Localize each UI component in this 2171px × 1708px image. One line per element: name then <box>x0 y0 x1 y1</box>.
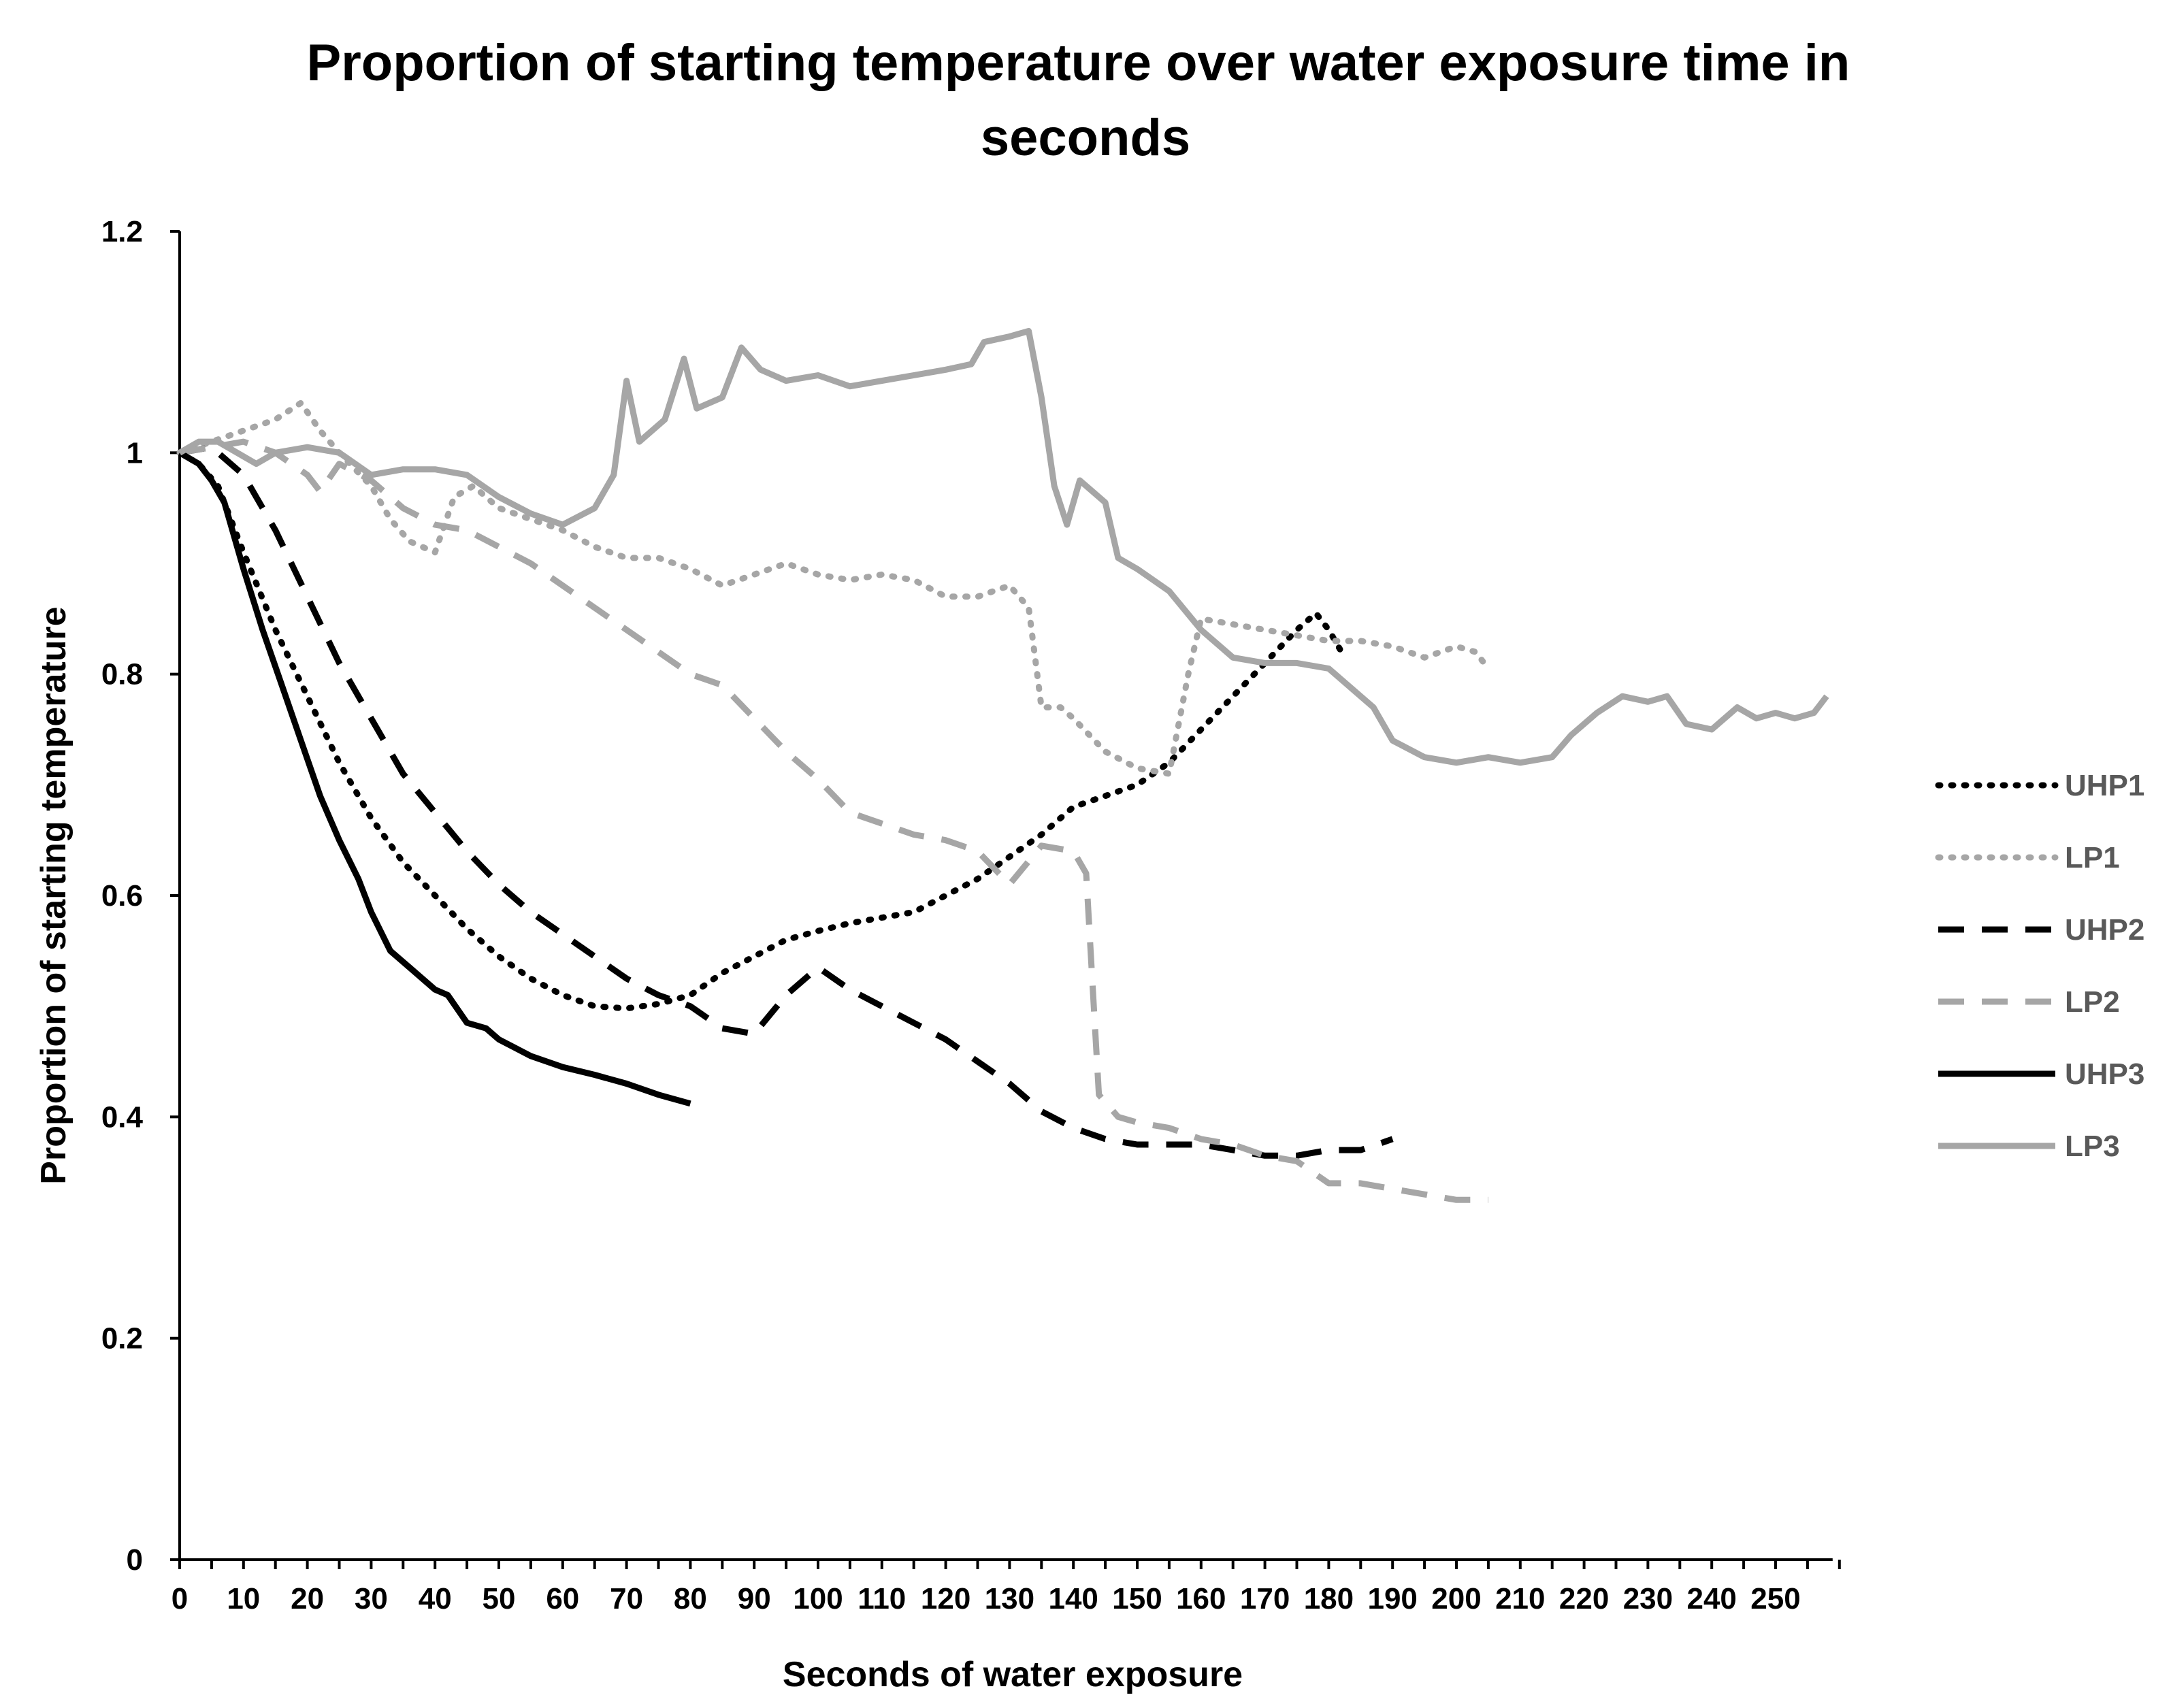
x-tick-label: 210 <box>1495 1582 1545 1615</box>
series-line-lp2 <box>179 438 1488 1203</box>
series-line-uhp1 <box>176 449 1345 1012</box>
chart-title-line-2: seconds <box>981 109 1190 167</box>
x-tick-label: 150 <box>1112 1582 1162 1615</box>
chart-title-line-1: Proportion of starting temperature over … <box>307 34 1850 92</box>
x-tick-label: 240 <box>1686 1582 1736 1615</box>
x-tick-label: 30 <box>355 1582 388 1615</box>
legend-label-uhp3: UHP3 <box>2065 1057 2144 1091</box>
x-tick-label: 190 <box>1367 1582 1417 1615</box>
y-tick-label: 0.8 <box>101 658 143 691</box>
x-tick-label: 40 <box>419 1582 452 1615</box>
x-tick-label: 60 <box>546 1582 579 1615</box>
y-tick-label: 1 <box>127 436 143 470</box>
x-axis-title: Seconds of water exposure <box>783 1655 1243 1694</box>
x-tick-label: 200 <box>1431 1582 1481 1615</box>
legend: UHP1 LP1 UHP2 LP2 UHP3 LP3 <box>1935 769 2144 1163</box>
x-tick-label: 180 <box>1304 1582 1354 1615</box>
x-tick-label: 170 <box>1240 1582 1290 1615</box>
x-tick-label: 20 <box>291 1582 324 1615</box>
plot-area: 0 0.2 0.4 0.6 0.8 1 1.2 0 10 20 30 40 50 60 70 80 90 100 1… <box>101 215 1841 1615</box>
x-tick-label: 50 <box>483 1582 516 1615</box>
legend-label-uhp1: UHP1 <box>2065 769 2144 802</box>
y-tick-label: 0 <box>127 1543 143 1577</box>
series-line-uhp3 <box>178 450 691 1107</box>
legend-label-uhp2: UHP2 <box>2065 913 2144 947</box>
legend-label-lp1: LP1 <box>2065 841 2120 874</box>
x-tick-label: 0 <box>172 1582 188 1615</box>
y-tick-label: 0.2 <box>101 1322 143 1356</box>
x-tick-label: 100 <box>793 1582 843 1615</box>
series-line-uhp2 <box>179 444 1394 1159</box>
y-tick-label: 0.4 <box>101 1100 144 1134</box>
legend-label-lp2: LP2 <box>2065 985 2120 1019</box>
x-tick-label: 120 <box>921 1582 970 1615</box>
x-tick-label: 140 <box>1048 1582 1098 1615</box>
x-tick-label: 220 <box>1559 1582 1609 1615</box>
x-tick-label: 70 <box>610 1582 643 1615</box>
legend-label-lp3: LP3 <box>2065 1130 2120 1163</box>
x-tick-label: 230 <box>1623 1582 1673 1615</box>
x-tick-label: 110 <box>858 1582 906 1615</box>
y-tick-label: 1.2 <box>101 215 143 248</box>
series-line-lp3 <box>178 327 1829 766</box>
x-tick-label: 10 <box>227 1582 260 1615</box>
x-tick-label: 250 <box>1750 1582 1800 1615</box>
x-tick-label: 80 <box>674 1582 707 1615</box>
y-tick-label: 0.6 <box>101 879 143 913</box>
chart-title: Proportion of starting temperature over … <box>307 34 1865 167</box>
y-axis-title: Proportion of starting temperature <box>34 606 74 1184</box>
x-tick-label: 130 <box>985 1582 1034 1615</box>
x-tick-label: 90 <box>738 1582 771 1615</box>
x-tick-label: 160 <box>1176 1582 1226 1615</box>
